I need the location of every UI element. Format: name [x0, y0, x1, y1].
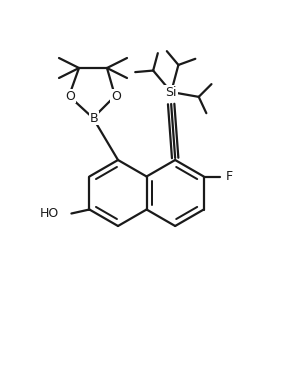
Text: O: O [65, 89, 75, 103]
Text: B: B [90, 112, 98, 124]
Text: F: F [226, 170, 233, 183]
Text: Si: Si [165, 85, 177, 99]
Text: O: O [111, 89, 121, 103]
Text: HO: HO [40, 207, 59, 220]
